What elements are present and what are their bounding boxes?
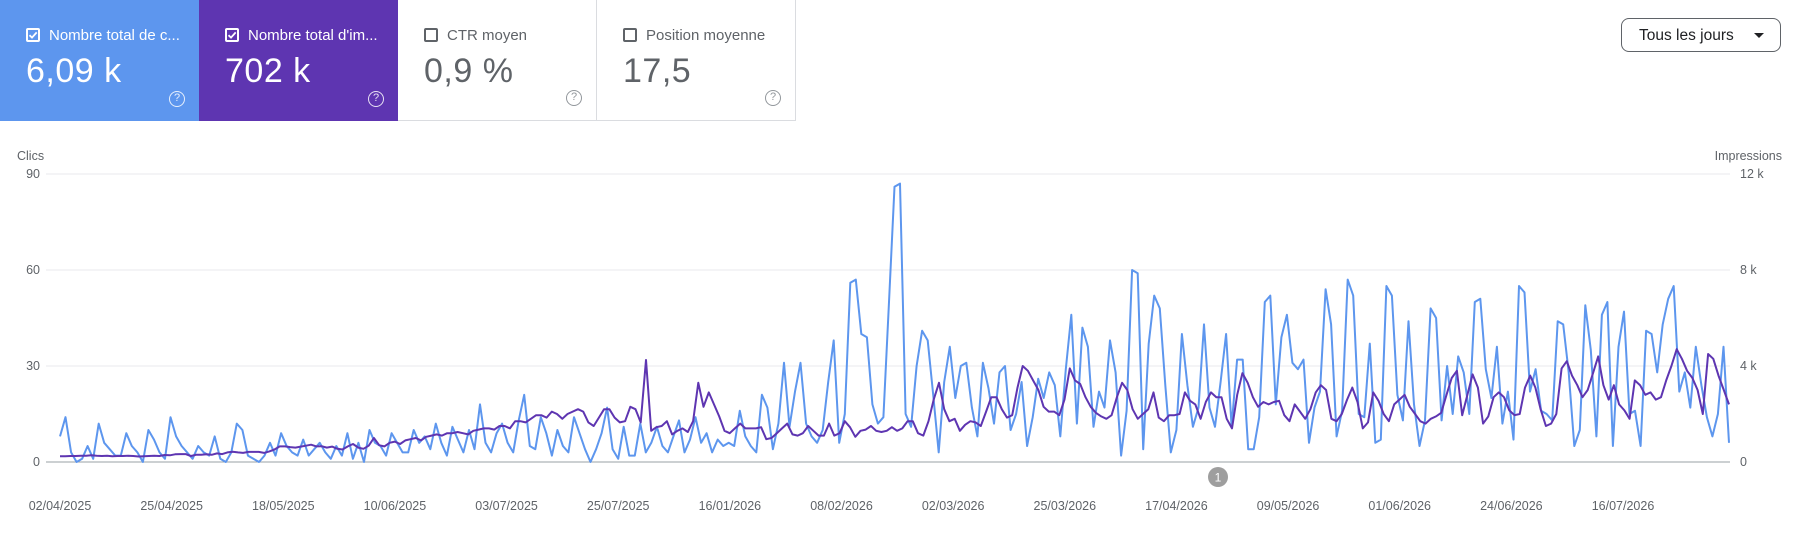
checkbox-unchecked-icon[interactable] (623, 28, 637, 42)
x-tick-label: 02/03/2026 (922, 499, 985, 513)
card-total-clicks[interactable]: Nombre total de c... 6,09 k ? (0, 0, 199, 121)
left-axis-label: Clics (17, 149, 44, 163)
dropdown-label: Tous les jours (1639, 27, 1734, 44)
metric-cards: Nombre total de c... 6,09 k ? Nombre tot… (0, 0, 796, 121)
x-tick-label: 16/07/2026 (1592, 499, 1655, 513)
x-tick-label: 08/02/2026 (810, 499, 873, 513)
card-label: CTR moyen (447, 27, 528, 44)
right-tick-label: 12 k (1740, 167, 1764, 181)
annotation-marker[interactable]: 1 (1208, 467, 1228, 487)
checkbox-checked-icon[interactable] (225, 28, 239, 42)
card-average-position[interactable]: Position moyenne 17,5 ? (597, 0, 796, 121)
x-tick-label: 16/01/2026 (699, 499, 762, 513)
left-tick-label: 0 (33, 455, 40, 469)
right-tick-label: 0 (1740, 455, 1747, 469)
x-tick-label: 09/05/2026 (1257, 499, 1320, 513)
x-tick-label: 03/07/2025 (475, 499, 538, 513)
checkbox-checked-icon[interactable] (26, 28, 40, 42)
performance-chart: Clics Impressions 0 0 30 4 k 60 8 k 90 12 k 02/0… (17, 149, 1782, 513)
caret-down-icon (1754, 33, 1764, 38)
help-icon[interactable]: ? (765, 90, 781, 106)
gridlines (46, 173, 1730, 463)
x-tick-label: 01/06/2026 (1368, 499, 1431, 513)
card-label: Position moyenne (646, 27, 766, 44)
x-tick-label: 17/04/2026 (1145, 499, 1208, 513)
card-value: 17,5 (623, 52, 692, 90)
annotation-marker-label: 1 (1215, 471, 1222, 485)
card-average-ctr[interactable]: CTR moyen 0,9 % ? (398, 0, 597, 121)
card-value: 702 k (225, 52, 311, 90)
series-lines (59, 182, 1730, 463)
help-icon[interactable]: ? (368, 91, 384, 107)
checkbox-unchecked-icon[interactable] (424, 28, 438, 42)
x-tick-label: 25/04/2025 (140, 499, 203, 513)
help-icon[interactable]: ? (169, 91, 185, 107)
x-tick-label: 02/04/2025 (29, 499, 92, 513)
card-label: Nombre total de c... (49, 27, 180, 44)
right-axis-label: Impressions (1715, 149, 1782, 163)
impressions-line (60, 348, 1730, 458)
x-tick-label: 25/07/2025 (587, 499, 650, 513)
x-tick-label: 18/05/2025 (252, 499, 315, 513)
period-dropdown[interactable]: Tous les jours (1621, 18, 1781, 52)
x-tick-label: 10/06/2025 (364, 499, 427, 513)
card-total-impressions[interactable]: Nombre total d'im... 702 k ? (199, 0, 398, 121)
card-value: 0,9 % (424, 52, 514, 90)
help-icon[interactable]: ? (566, 90, 582, 106)
left-tick-label: 60 (26, 263, 40, 277)
left-tick-label: 30 (26, 359, 40, 373)
clicks-line (59, 182, 1730, 463)
card-label: Nombre total d'im... (248, 27, 378, 44)
left-tick-label: 90 (26, 167, 40, 181)
right-tick-label: 4 k (1740, 359, 1757, 373)
x-tick-label: 25/03/2026 (1034, 499, 1097, 513)
right-tick-label: 8 k (1740, 263, 1757, 277)
x-tick-label: 24/06/2026 (1480, 499, 1543, 513)
card-value: 6,09 k (26, 52, 122, 90)
axis-ticks: 0 0 30 4 k 60 8 k 90 12 k 02/04/2025 25/04/2025 18… (26, 167, 1764, 513)
